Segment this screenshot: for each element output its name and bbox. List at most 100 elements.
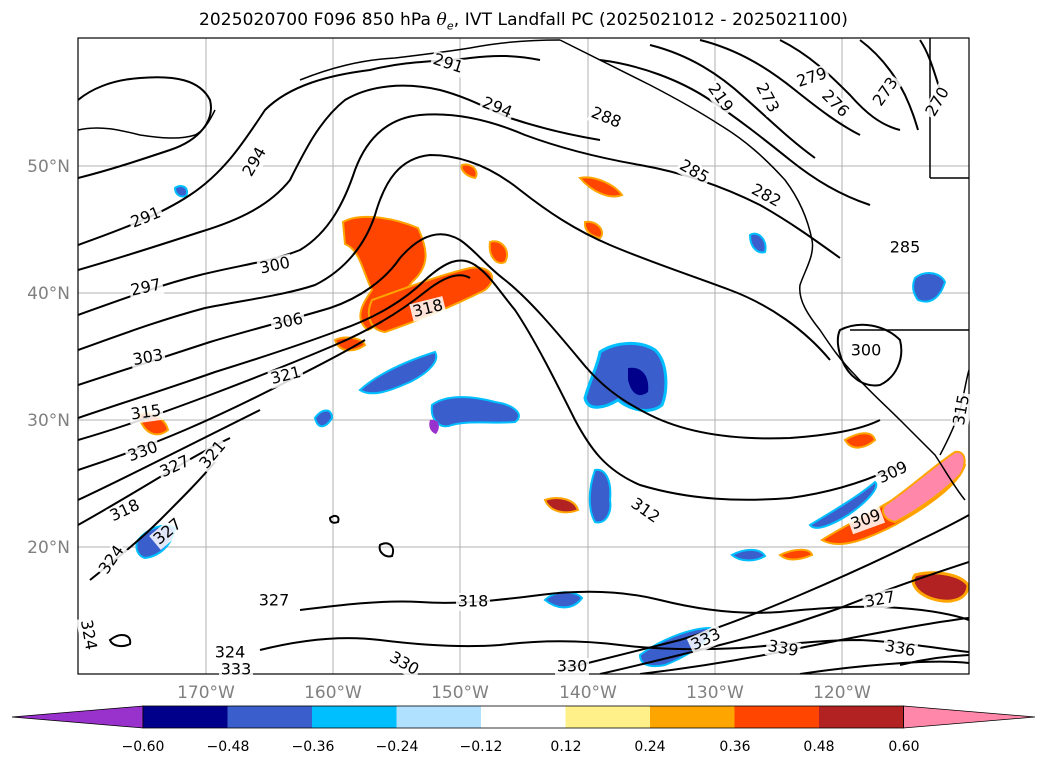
contour-label-background — [256, 253, 294, 279]
contour-label-background — [888, 239, 922, 257]
contour-line — [836, 323, 903, 387]
shade-strong-negative — [429, 419, 439, 434]
shade-positive — [578, 176, 624, 198]
contour-label-background — [950, 391, 974, 429]
shade-negative — [430, 396, 520, 428]
contour-label-background — [751, 78, 783, 118]
contour-label-background — [586, 103, 626, 133]
lon-label: 130°W — [686, 683, 744, 703]
contour-line — [859, 39, 919, 131]
contour-label: 300 — [851, 341, 882, 360]
colorbar-segment — [565, 706, 651, 728]
contour-label-background — [257, 592, 291, 610]
contour-label-background — [846, 505, 886, 535]
shade-strong-negative — [628, 367, 649, 396]
contour-line — [639, 617, 969, 674]
theta-e-contours — [78, 39, 969, 674]
contour-label-background — [881, 637, 919, 661]
contour-label-background — [127, 401, 165, 425]
contour-label-background — [149, 514, 187, 550]
contour-line — [559, 514, 969, 671]
contour-line — [799, 660, 969, 674]
contour-label-background — [816, 85, 854, 123]
contour-label: 315 — [129, 400, 162, 423]
colorbar-tick: 0.60 — [888, 739, 919, 755]
map-frame — [77, 37, 970, 675]
shade-positive — [778, 548, 814, 561]
contour-label-background — [702, 78, 738, 118]
contour-label-background — [868, 72, 904, 112]
lon-label: 160°W — [304, 683, 362, 703]
shade-negative — [358, 350, 438, 395]
contour-line — [78, 54, 541, 246]
contour-label-background — [76, 616, 100, 654]
contour-label: 330 — [557, 657, 588, 676]
contour-line — [78, 259, 901, 501]
colorbar-tick: −0.12 — [460, 739, 503, 755]
colorbar-segment — [396, 706, 482, 728]
colorbar-segment — [143, 706, 228, 728]
colorbar-tick: 0.48 — [803, 739, 834, 755]
ivt-shading — [135, 163, 969, 668]
shade-positive — [488, 240, 509, 264]
shade-positive — [583, 220, 604, 240]
contour-label-background — [126, 203, 166, 233]
contour-label-background — [625, 493, 665, 529]
contour-label-background — [267, 363, 305, 389]
contour-label-background — [849, 342, 883, 360]
longitude-labels: 170°W 160°W 150°W 140°W 130°W 120°W — [177, 683, 871, 703]
contour-line — [599, 561, 969, 674]
shade-positive — [460, 163, 478, 180]
contour-line — [108, 634, 132, 648]
shade-negative — [313, 409, 334, 428]
lon-label: 140°W — [559, 683, 617, 703]
colorbar-outline — [142, 705, 904, 729]
contour-label-background — [873, 457, 913, 489]
contour-line — [78, 153, 831, 361]
colorbar-tick: 0.12 — [550, 739, 581, 755]
map-area — [78, 38, 969, 674]
contour-label-background — [155, 451, 195, 483]
colorbar — [11, 705, 1036, 729]
contour-line — [78, 113, 841, 316]
colorbar-segment — [481, 706, 566, 728]
contour-line — [328, 514, 340, 524]
colorbar-tick: −0.48 — [207, 739, 250, 755]
contour-label-background — [409, 296, 447, 322]
contour-label-background — [94, 540, 130, 580]
contour-label-background — [555, 658, 589, 676]
contour-label: 285 — [890, 238, 921, 257]
contour-label-background — [429, 50, 467, 78]
contour-line — [78, 76, 212, 179]
shade-positive — [543, 497, 580, 514]
shade-negative — [588, 468, 612, 524]
latitude-labels: 50°N 40°N 30°N 20°N — [27, 157, 70, 558]
lon-label: 120°W — [813, 683, 871, 703]
colorbar-segment — [227, 706, 313, 728]
contour-label-background — [477, 93, 517, 123]
contour-line — [779, 39, 901, 131]
contour-label: 327 — [259, 591, 290, 610]
contour-label-background — [127, 275, 165, 301]
contour-line — [378, 542, 394, 558]
colorbar-segment — [650, 706, 735, 728]
contour-line — [649, 44, 816, 159]
contour-label-background — [213, 644, 247, 662]
coastline-north-america — [559, 39, 966, 501]
contour-label-background — [764, 637, 802, 661]
colorbar-tick: −0.36 — [292, 739, 335, 755]
contour-label: 318 — [458, 592, 489, 611]
contour-line — [699, 39, 861, 136]
lon-label: 170°W — [177, 683, 235, 703]
contour-line — [78, 409, 261, 501]
contour-label-background — [746, 180, 786, 212]
contour-label-background — [674, 155, 714, 189]
contour-label-background — [686, 624, 726, 656]
shade-negative — [808, 480, 878, 529]
contour-label-background — [384, 647, 424, 681]
coastline-alaska — [299, 39, 561, 81]
lat-label: 40°N — [27, 284, 70, 304]
contour-label-background — [129, 346, 167, 370]
shade-negative — [748, 232, 767, 254]
lat-label: 50°N — [27, 157, 70, 177]
